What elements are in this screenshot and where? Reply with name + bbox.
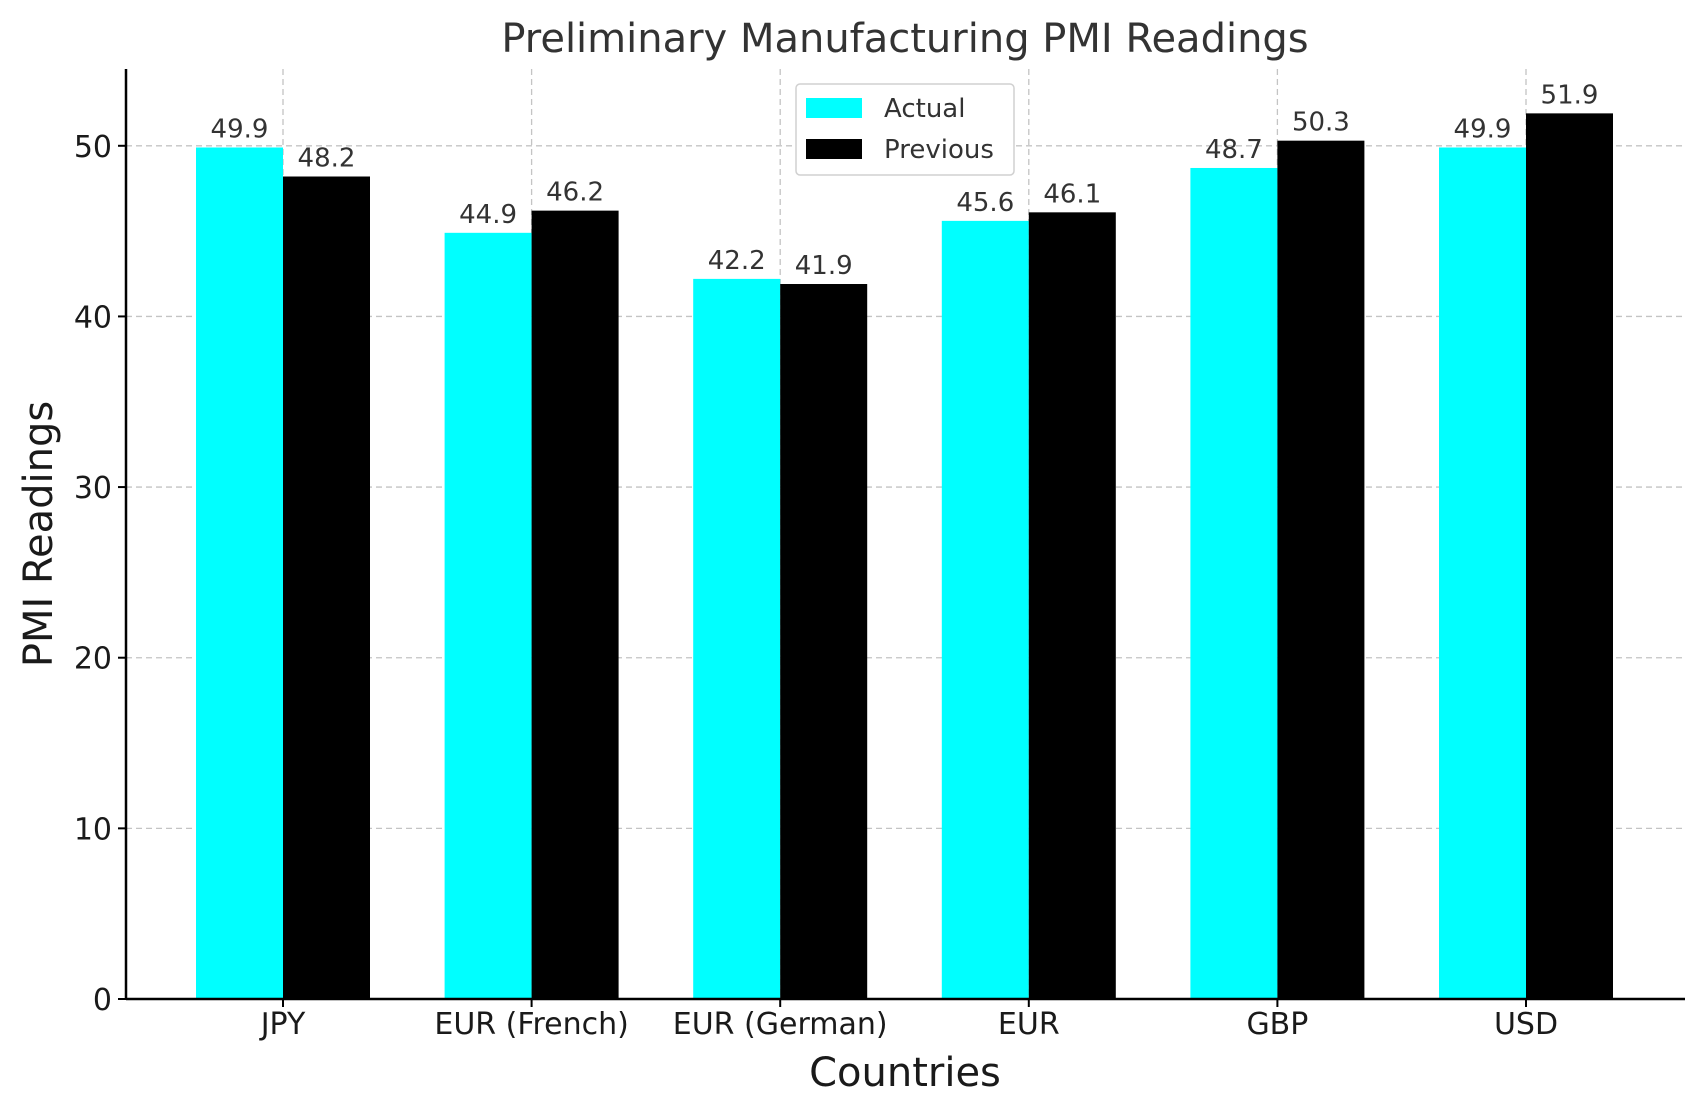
x-tick-label-gbp: GBP — [1246, 1007, 1308, 1042]
data-label-previous-eur-french: 46.2 — [546, 178, 604, 208]
bar-previous-jpy — [283, 176, 370, 1000]
bar-actual-eur-german — [693, 278, 781, 1000]
data-label-actual-eur-french: 44.9 — [459, 200, 517, 230]
y-axis-label: PMI Readings — [16, 401, 62, 667]
data-label-previous-eur: 46.1 — [1043, 179, 1101, 209]
bar-previous-gbp — [1277, 140, 1365, 999]
data-label-previous-eur-german: 41.9 — [795, 251, 853, 281]
x-axis-label: Countries — [809, 1050, 1001, 1096]
bar-actual-eur-french — [444, 232, 532, 999]
legend-swatch-actual — [806, 98, 862, 118]
legend: Actual Previous — [795, 83, 1015, 176]
data-label-previous-usd: 51.9 — [1541, 80, 1599, 110]
data-labels: 49.9 44.9 42.2 45.6 48.7 49.9 48.2 46.2 41.9 46.1… — [211, 80, 1599, 281]
bar-previous-usd — [1526, 113, 1613, 1000]
y-tick-label: 0 — [93, 983, 112, 1018]
x-axis-ticks: JPY EUR (French) EUR (German) EUR GBP USD — [259, 999, 1558, 1042]
bar-previous-eur-german — [780, 284, 868, 1000]
x-tick-label-usd: USD — [1494, 1007, 1558, 1042]
bars — [196, 113, 1613, 1000]
bar-actual-gbp — [1190, 167, 1278, 999]
data-label-previous-jpy: 48.2 — [298, 144, 356, 174]
y-tick-label: 40 — [74, 300, 112, 335]
data-label-actual-usd: 49.9 — [1454, 114, 1512, 144]
bar-actual-usd — [1439, 147, 1526, 999]
data-label-previous-gbp: 50.3 — [1292, 108, 1350, 138]
y-tick-label: 50 — [74, 130, 112, 165]
data-label-actual-eur: 45.6 — [956, 188, 1014, 218]
y-tick-label: 30 — [74, 471, 112, 506]
y-tick-label: 10 — [74, 812, 112, 847]
x-tick-label-eur-german: EUR (German) — [673, 1007, 888, 1042]
bar-previous-eur — [1028, 212, 1116, 999]
bar-previous-eur-french — [531, 210, 619, 999]
legend-swatch-previous — [806, 139, 862, 159]
legend-label-actual: Actual — [884, 94, 965, 124]
data-label-actual-jpy: 49.9 — [211, 114, 269, 144]
x-tick-label-eur-french: EUR (French) — [434, 1007, 628, 1042]
legend-label-previous: Previous — [884, 135, 994, 165]
x-tick-label-eur: EUR — [998, 1007, 1060, 1042]
data-label-actual-eur-german: 42.2 — [708, 246, 766, 276]
bar-actual-eur — [941, 220, 1029, 999]
y-axis-ticks: 0 10 20 30 40 50 — [74, 130, 126, 1018]
bar-actual-jpy — [196, 147, 283, 999]
y-tick-label: 20 — [74, 642, 112, 677]
chart-title: Preliminary Manufacturing PMI Readings — [501, 16, 1308, 62]
data-label-actual-gbp: 48.7 — [1205, 135, 1263, 165]
x-tick-label-jpy: JPY — [259, 1007, 306, 1042]
